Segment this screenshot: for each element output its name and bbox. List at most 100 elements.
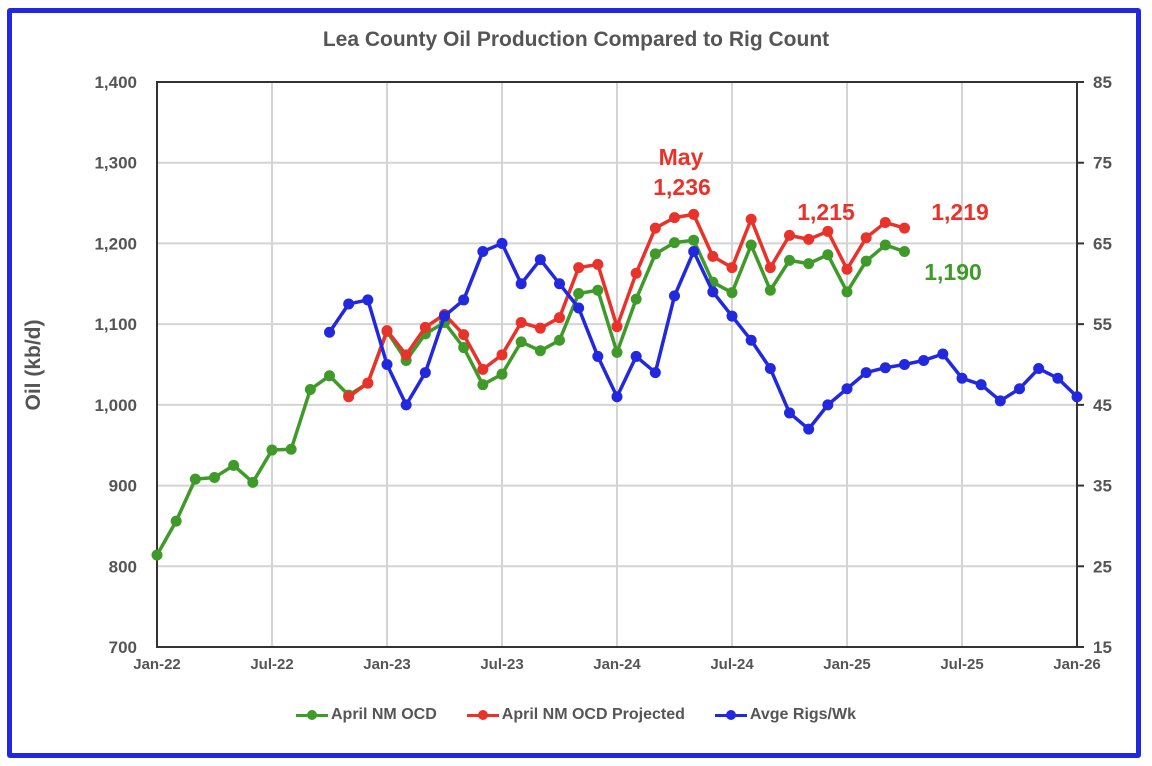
data-point — [649, 248, 661, 260]
chart-frame — [7, 8, 1141, 758]
legend-label: April NM OCD — [330, 706, 437, 723]
data-point — [458, 329, 470, 341]
data-point — [477, 246, 489, 257]
legend-swatch-green — [295, 710, 328, 720]
x-tick-label: Jan-23 — [363, 656, 411, 673]
series-group — [151, 208, 1083, 561]
y-tick-label: 1,100 — [94, 315, 137, 334]
data-point — [496, 368, 508, 380]
data-point — [841, 286, 853, 298]
data-point — [899, 246, 910, 257]
data-point — [534, 322, 546, 334]
annotation-peak-1236: 1,236 — [653, 174, 711, 200]
series-line — [347, 212, 905, 399]
annotation-1219: 1,219 — [931, 199, 989, 225]
data-point — [669, 212, 680, 224]
data-point — [362, 294, 374, 306]
data-point — [362, 377, 374, 389]
data-point — [592, 350, 604, 362]
data-point — [822, 399, 834, 411]
data-point — [592, 284, 604, 296]
legend-swatch-red — [466, 710, 499, 720]
data-point — [688, 234, 700, 246]
data-point — [343, 298, 355, 310]
axes: 700 15 800 25 900 35 1,000 45 1,100 55 1,200 65 1,30… — [94, 73, 1111, 673]
data-point — [860, 367, 872, 379]
data-point — [669, 237, 680, 249]
y-axis-label: Oil (kb/d) — [22, 320, 45, 411]
data-point — [879, 239, 891, 251]
data-point — [937, 348, 949, 360]
data-point — [994, 395, 1006, 407]
data-point — [784, 229, 795, 241]
data-point — [879, 216, 891, 228]
data-point — [841, 263, 853, 275]
data-point — [899, 359, 910, 370]
data-point — [918, 354, 930, 366]
data-point — [1071, 391, 1083, 403]
data-point — [304, 384, 316, 396]
data-point — [1052, 372, 1064, 384]
x-tick-label: Jan-26 — [1053, 656, 1101, 673]
x-tick-label: Jul-24 — [710, 656, 754, 673]
y2-tick-label: 25 — [1093, 557, 1112, 576]
data-point — [573, 287, 585, 299]
data-point — [726, 262, 738, 274]
data-point — [170, 515, 182, 527]
data-point — [649, 367, 661, 379]
data-point — [688, 246, 700, 257]
data-point — [419, 321, 431, 333]
data-point — [707, 250, 719, 262]
data-point — [573, 262, 585, 274]
data-point — [477, 363, 489, 375]
data-point — [611, 391, 623, 403]
data-point — [630, 267, 642, 279]
data-point — [266, 444, 278, 456]
data-point — [726, 287, 738, 299]
data-point — [899, 222, 910, 234]
legend-label: Avge Rigs/Wk — [749, 706, 856, 723]
data-point — [649, 222, 661, 234]
data-point — [228, 459, 240, 471]
data-point — [534, 254, 546, 266]
data-point — [611, 346, 623, 358]
legend: April NM OCD April NM OCD Projected Avge… — [0, 706, 1152, 724]
data-point — [688, 208, 700, 220]
legend-item-avge-rigs: Avge Rigs/Wk — [714, 706, 856, 724]
data-point — [439, 310, 450, 322]
y2-tick-label: 75 — [1093, 154, 1112, 173]
y-tick-label: 800 — [109, 557, 137, 576]
y2-tick-label: 85 — [1093, 73, 1112, 92]
data-point — [189, 473, 201, 485]
legend-item-april-nm-ocd-projected: April NM OCD Projected — [466, 706, 685, 724]
data-point — [554, 334, 565, 346]
data-point — [1014, 383, 1025, 395]
x-tick-label: Jan-25 — [823, 656, 871, 673]
series-line — [155, 238, 906, 556]
x-tick-label: Jul-22 — [250, 656, 293, 673]
data-point — [1033, 363, 1045, 375]
data-point — [496, 237, 508, 249]
data-point — [247, 476, 259, 488]
data-point — [764, 284, 776, 296]
data-point — [860, 255, 872, 267]
y2-tick-label: 55 — [1093, 315, 1112, 334]
data-point — [419, 367, 431, 379]
data-point — [803, 258, 815, 270]
series-avge-rigs-wk — [324, 237, 1083, 435]
data-point — [592, 258, 604, 270]
data-point — [745, 213, 757, 225]
data-point — [209, 472, 220, 483]
data-point — [611, 321, 623, 333]
data-point — [515, 317, 527, 329]
data-point — [745, 239, 757, 251]
legend-swatch-blue — [714, 710, 747, 720]
data-point — [956, 372, 968, 384]
data-point — [841, 383, 853, 395]
y-tick-label: 1,200 — [94, 234, 137, 253]
data-point — [151, 549, 163, 561]
data-point — [515, 336, 527, 348]
y-tick-label: 1,000 — [94, 396, 137, 415]
data-point — [458, 342, 470, 354]
